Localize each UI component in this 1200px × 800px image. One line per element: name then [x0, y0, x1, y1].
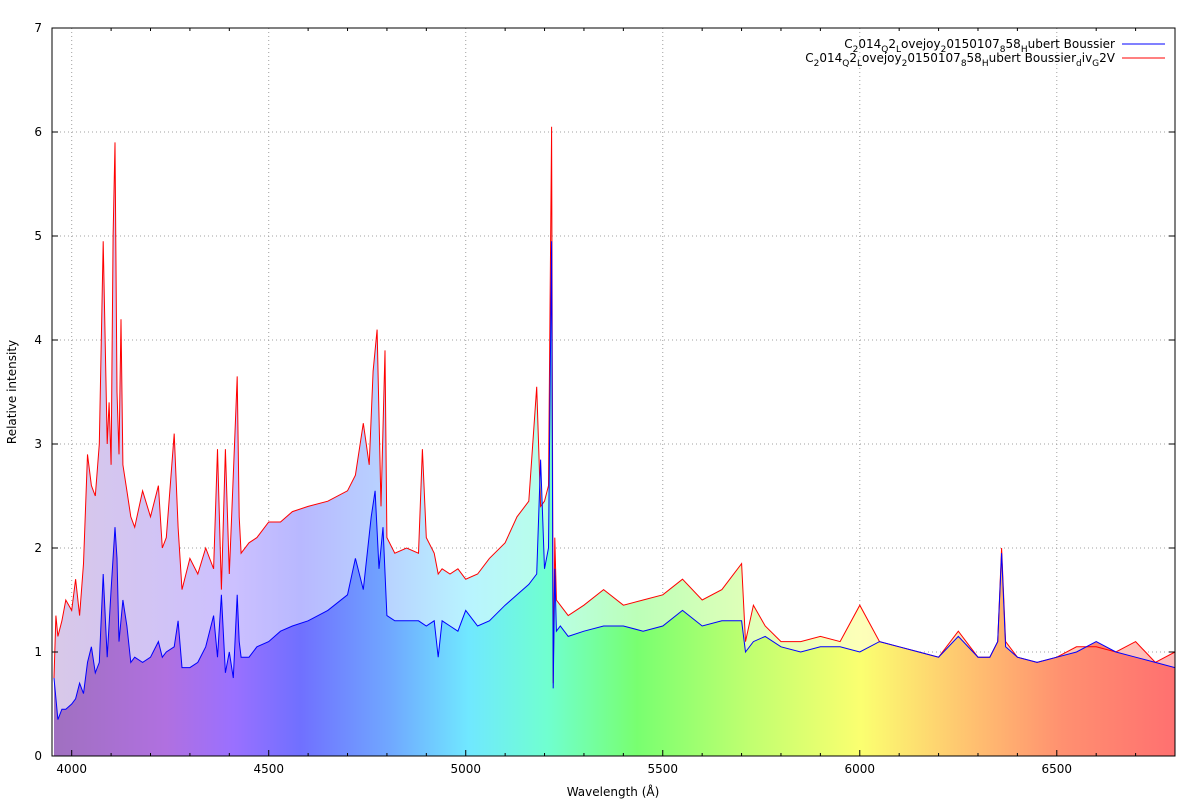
y-tick-label-4: 4: [34, 333, 42, 347]
y-tick-label-2: 2: [34, 541, 42, 555]
series-lines: [53, 126, 1175, 720]
legend-label-0: C2014Q2Lovejoy20150107858Hubert Boussier: [844, 37, 1115, 55]
x-axis-title: Wavelength (Å): [567, 784, 660, 799]
legend: C2014Q2Lovejoy20150107858Hubert Boussier…: [805, 37, 1165, 69]
spectrum-fill: [53, 126, 1175, 756]
x-tick-label-4: 6000: [844, 762, 875, 776]
x-tick-label-5: 6500: [1042, 762, 1073, 776]
axis-ticks: 4000 4500 5000 5500 6000 6500 0 1 2 3 4 5 6 7: [34, 21, 1176, 776]
series-line-divided: [53, 126, 1175, 684]
series-line-raw: [53, 241, 1175, 720]
y-tick-label-5: 5: [34, 229, 42, 243]
y-tick-label-1: 1: [34, 645, 42, 659]
x-tick-label-0: 4000: [56, 762, 87, 776]
area-raw-series: [53, 241, 1175, 756]
x-tick-label-2: 5000: [450, 762, 481, 776]
x-tick-label-1: 4500: [253, 762, 284, 776]
y-tick-label-7: 7: [34, 21, 42, 35]
y-tick-label-6: 6: [34, 125, 42, 139]
area-divided-series: [53, 126, 1175, 756]
grid: [52, 27, 1175, 757]
y-tick-label-3: 3: [34, 437, 42, 451]
y-tick-label-0: 0: [34, 749, 42, 763]
plot-frame: [51, 27, 1176, 757]
y-axis-title: Relative intensity: [5, 340, 19, 444]
legend-label-1: C2014Q2Lovejoy20150107858Hubert Boussier…: [805, 51, 1116, 69]
x-tick-label-3: 5500: [647, 762, 678, 776]
